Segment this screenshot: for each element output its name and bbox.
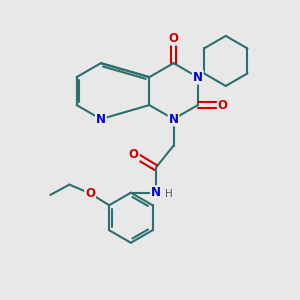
- Text: O: O: [169, 32, 178, 45]
- Text: O: O: [218, 99, 228, 112]
- Text: N: N: [151, 186, 161, 199]
- Text: N: N: [169, 112, 178, 126]
- Text: O: O: [85, 187, 95, 200]
- Text: H: H: [165, 189, 173, 199]
- Text: N: N: [96, 112, 106, 126]
- Text: O: O: [129, 148, 139, 161]
- Text: N: N: [193, 70, 203, 84]
